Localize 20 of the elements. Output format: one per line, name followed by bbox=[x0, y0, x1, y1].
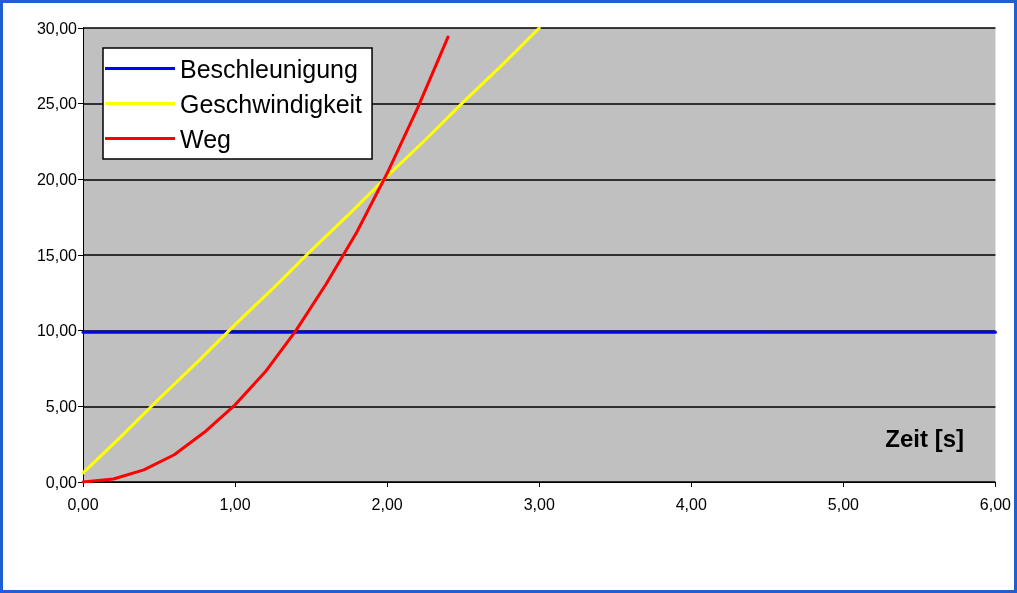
x-tick-label: 6,00 bbox=[979, 495, 1012, 513]
y-tick-label: 30,00 bbox=[36, 19, 78, 37]
x-tick-label: 4,00 bbox=[675, 495, 707, 513]
y-tick-label: 0,00 bbox=[45, 473, 78, 491]
legend-label: Geschwindigkeit bbox=[180, 89, 363, 118]
y-tick-label: 20,00 bbox=[36, 170, 78, 188]
x-tick-label: 2,00 bbox=[371, 495, 403, 513]
y-tick-label: 10,00 bbox=[36, 322, 78, 340]
legend-label: Beschleunigung bbox=[180, 54, 358, 83]
y-tick-label: 15,00 bbox=[36, 246, 78, 264]
y-tick-label: 5,00 bbox=[45, 397, 78, 415]
line-series bbox=[81, 26, 541, 475]
x-tick-label: 5,00 bbox=[827, 495, 860, 513]
x-tick-label: 1,00 bbox=[219, 495, 251, 513]
x-tick-label: 3,00 bbox=[523, 495, 555, 513]
y-tick-label: 25,00 bbox=[36, 95, 78, 113]
x-axis-title: Zeit [s] bbox=[885, 424, 964, 452]
legend-label: Weg bbox=[180, 124, 231, 153]
line-series bbox=[81, 35, 450, 484]
x-tick-label: 0,00 bbox=[67, 495, 99, 513]
